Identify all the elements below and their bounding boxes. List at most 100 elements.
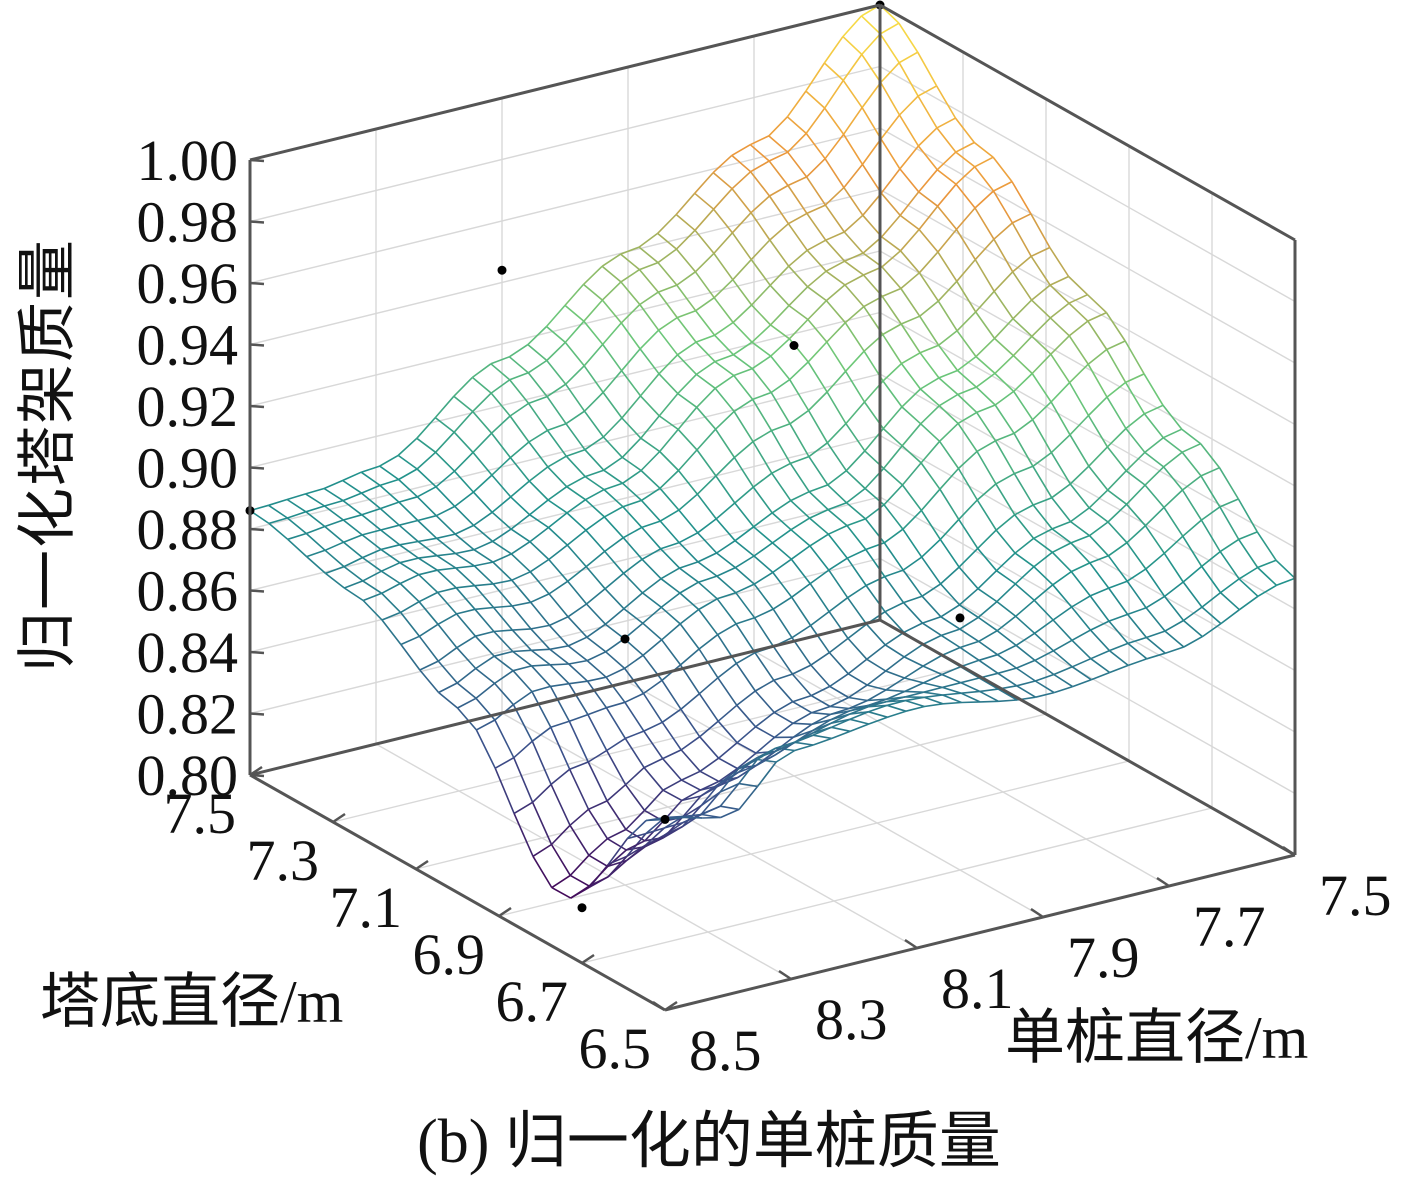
- mesh-line: [772, 596, 793, 610]
- mesh-line: [1032, 451, 1052, 467]
- mesh-line: [622, 469, 642, 484]
- mesh-line: [1015, 667, 1036, 682]
- mesh-line: [882, 323, 902, 336]
- mesh-line: [1088, 489, 1109, 509]
- mesh-line: [657, 232, 678, 250]
- mesh-line: [1012, 355, 1033, 375]
- mesh-line: [826, 442, 847, 472]
- mesh-line: [362, 570, 382, 582]
- mesh-line: [512, 665, 532, 672]
- mesh-line: [752, 472, 773, 488]
- mesh-line: [696, 449, 717, 477]
- y-axis-label: 塔底直径/m: [40, 969, 343, 1035]
- mesh-line: [681, 779, 701, 791]
- grid-line: [249, 127, 881, 284]
- mesh-line: [587, 761, 608, 802]
- mesh-line: [547, 422, 567, 432]
- mesh-line: [958, 566, 979, 590]
- mesh-line: [417, 514, 437, 522]
- mesh-line: [306, 549, 326, 558]
- mesh-line: [696, 493, 717, 520]
- mesh-line: [812, 726, 832, 736]
- mesh-line: [865, 549, 886, 578]
- mesh-line: [736, 690, 756, 706]
- mesh-line: [790, 500, 811, 519]
- mesh-line: [491, 457, 511, 476]
- mesh-line: [995, 514, 1016, 531]
- mesh-line: [809, 583, 830, 613]
- mesh-line: [434, 395, 455, 419]
- mesh-line: [751, 304, 772, 326]
- mesh-line: [937, 300, 958, 332]
- grid-line: [249, 557, 881, 715]
- mesh-line: [884, 644, 905, 658]
- mesh-line: [976, 404, 996, 414]
- mesh-line: [325, 572, 345, 589]
- mesh-line: [937, 344, 959, 371]
- mesh-line: [920, 509, 941, 540]
- mesh-line: [601, 281, 622, 301]
- mesh-line: [923, 696, 944, 705]
- mesh-line: [919, 344, 939, 354]
- mesh-line: [662, 789, 683, 802]
- mesh-line: [844, 274, 864, 286]
- mesh-line: [586, 623, 606, 638]
- mesh-line: [1182, 475, 1202, 491]
- mesh-line: [755, 726, 775, 739]
- mesh-line: [546, 383, 567, 398]
- mesh-line: [714, 321, 734, 336]
- mesh-line: [660, 578, 681, 594]
- mesh-line: [790, 455, 810, 465]
- mesh-line: [417, 557, 438, 571]
- mesh-line: [380, 544, 400, 551]
- mesh-line: [808, 456, 829, 486]
- mesh-line: [978, 677, 999, 690]
- mesh-line: [718, 757, 738, 770]
- mesh-line: [923, 682, 943, 689]
- mesh-line: [493, 655, 514, 672]
- mesh-line: [675, 229, 696, 250]
- mesh-line: [1071, 657, 1092, 668]
- mesh-line: [453, 431, 474, 453]
- mesh-line: [849, 718, 869, 725]
- mesh-line: [660, 567, 680, 580]
- mesh-line: [1165, 646, 1185, 654]
- mesh-line: [549, 648, 570, 665]
- sample-point: [577, 903, 587, 913]
- mesh-line: [885, 656, 905, 672]
- mesh-line: [805, 62, 826, 92]
- mesh-line: [751, 398, 773, 432]
- mesh-line: [1016, 685, 1037, 698]
- mesh-line: [531, 691, 552, 728]
- mesh-line: [643, 789, 664, 811]
- mesh-line: [769, 265, 790, 286]
- mesh-line: [935, 85, 957, 119]
- mesh-line: [978, 640, 998, 656]
- mesh-line: [941, 665, 961, 676]
- mesh-line: [641, 526, 662, 550]
- mesh-line: [490, 356, 510, 365]
- mesh-line: [921, 556, 942, 585]
- mesh-line: [1086, 294, 1107, 314]
- mesh-line: [994, 355, 1014, 374]
- axis-edge: [249, 773, 666, 1012]
- mesh-line: [714, 374, 735, 389]
- mesh-line: [657, 213, 677, 234]
- mesh-line: [978, 653, 998, 662]
- mesh-line: [846, 597, 868, 625]
- mesh-line: [547, 526, 568, 546]
- mesh-line: [531, 665, 552, 687]
- mesh-line: [791, 624, 812, 639]
- mesh-line: [381, 619, 402, 645]
- mesh-line: [811, 713, 831, 726]
- mesh-line: [828, 557, 848, 571]
- mesh-line: [955, 228, 976, 261]
- mesh-line: [306, 556, 327, 574]
- mesh-line: [567, 616, 588, 638]
- mesh-line: [958, 547, 979, 568]
- mesh-line: [583, 410, 605, 438]
- mesh-line: [657, 248, 677, 264]
- mesh-line: [453, 470, 474, 493]
- mesh-line: [1051, 551, 1072, 573]
- mesh-line: [1071, 629, 1091, 642]
